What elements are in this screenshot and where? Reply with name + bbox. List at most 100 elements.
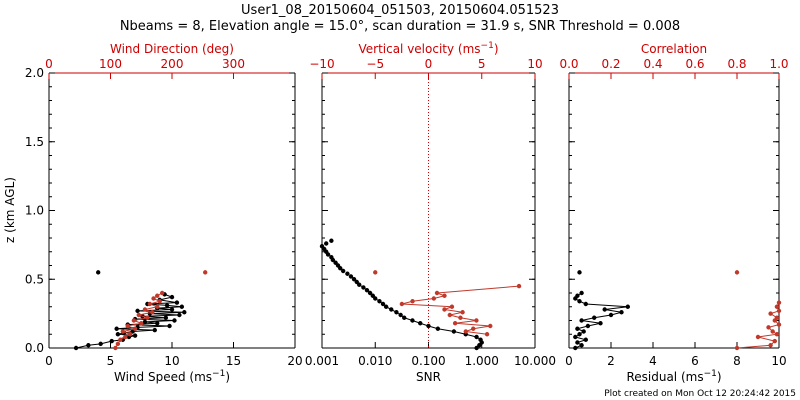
series-line-vertical-velocity: [401, 285, 520, 335]
point-correlation: [755, 334, 761, 340]
point-snr: [345, 271, 350, 276]
point-vertical-velocity: [442, 293, 447, 298]
top-tick-label: 300: [222, 57, 245, 71]
point-wind-direction: [150, 310, 155, 315]
point-wind-direction: [157, 299, 162, 304]
x-tick-label: 5: [107, 354, 115, 368]
series-line-snr: [356, 281, 483, 349]
x-tick-label: 10.000: [514, 354, 556, 368]
top-tick-label: −10: [309, 57, 334, 71]
point-snr: [380, 301, 386, 307]
point-snr: [435, 326, 441, 331]
point-wind-speed: [163, 315, 169, 320]
point-snr: [361, 285, 366, 290]
point-snr: [474, 345, 479, 351]
point-snr: [394, 310, 399, 315]
point-snr: [333, 260, 338, 265]
point-snr: [367, 290, 373, 296]
y-axis-label: z (km AGL): [3, 177, 17, 243]
point-residual: [585, 323, 591, 329]
point-snr: [348, 274, 354, 279]
top-tick-label: 0: [425, 57, 433, 71]
x-tick-label: 4: [649, 354, 657, 368]
top-tick-label: 10: [527, 57, 542, 71]
x-axis-label: Residual (ms−1): [626, 369, 721, 384]
point-snr: [418, 321, 423, 326]
point-wind-direction: [147, 301, 153, 307]
top-tick-label: 0: [45, 57, 53, 71]
x-tick-label: 0.010: [358, 354, 392, 368]
point-snr: [451, 329, 457, 334]
point-correlation: [768, 343, 773, 348]
point-wind-speed: [169, 307, 175, 312]
point-residual: [579, 290, 584, 296]
point-vertical-velocity: [399, 301, 405, 307]
point-wind-direction: [145, 315, 150, 320]
point-residual: [608, 312, 614, 318]
point-wind-direction: [203, 270, 208, 275]
point-vertical-velocity: [449, 304, 455, 309]
point-snr: [370, 293, 376, 298]
point-wind-speed: [169, 294, 175, 300]
point-vertical-velocity: [460, 310, 465, 315]
point-wind-direction: [127, 332, 133, 337]
point-vertical-velocity: [484, 332, 490, 337]
panel-snr: 0.001 0.010 0.100 1.000 10.000 SNR −10 −5 0 5 10 Ve…: [305, 41, 556, 384]
point-wind-direction: [155, 293, 160, 298]
x-tick-label: 15: [226, 354, 241, 368]
top-axis-label: Correlation: [641, 42, 707, 56]
point-residual: [575, 326, 580, 331]
point-wind-direction: [155, 304, 160, 309]
point-wind-speed: [135, 308, 140, 314]
plot-created-note: Plot created on Mon Oct 12 20:24:42 2015: [604, 389, 796, 399]
point-wind-direction: [142, 307, 148, 312]
point-wind-speed: [155, 321, 160, 326]
point-residual: [575, 293, 580, 298]
point-correlation: [766, 325, 771, 330]
panel-residual: 0 2 4 6 8 10 Residual (ms−1) 0.0 0.2 0.4 0.6 0.8 1.0…: [559, 42, 788, 384]
point-wind-direction: [136, 312, 141, 318]
point-vertical-velocity: [516, 283, 522, 289]
point-correlation: [772, 338, 777, 344]
point-residual: [583, 301, 588, 307]
point-residual: [602, 307, 607, 312]
y-tick-label: 0.5: [25, 272, 44, 286]
point-snr: [398, 312, 403, 318]
point-correlation: [774, 332, 780, 337]
point-vertical-velocity: [434, 290, 440, 296]
point-residual: [577, 270, 582, 275]
point-vertical-velocity: [447, 312, 452, 318]
top-tick-label: 0.8: [727, 57, 746, 71]
point-residual: [625, 304, 630, 309]
point-wind-speed: [172, 318, 177, 323]
point-snr: [478, 337, 483, 342]
x-tick-label: 2: [607, 354, 615, 368]
point-correlation: [774, 304, 780, 309]
point-wind-direction: [120, 329, 126, 334]
top-tick-label: 0.2: [601, 57, 620, 71]
point-correlation: [768, 311, 773, 316]
point-correlation: [770, 329, 775, 334]
x-tick-label: 20: [287, 354, 302, 368]
point-snr: [351, 277, 357, 282]
top-tick-label: 1.0: [769, 57, 788, 71]
point-residual: [579, 318, 584, 323]
x-tick-label: 1.000: [465, 354, 499, 368]
series-line-wind-speed: [75, 293, 185, 349]
point-residual: [598, 321, 603, 326]
point-wind-direction: [139, 321, 144, 326]
point-residual: [577, 299, 582, 304]
point-residual: [573, 345, 578, 351]
point-correlation: [776, 322, 782, 327]
x-tick-label: 10: [771, 354, 786, 368]
top-tick-label: 200: [161, 57, 184, 71]
y-tick-label: 1.0: [25, 204, 44, 218]
point-wind-direction: [151, 296, 156, 301]
point-vertical-velocity: [474, 318, 479, 323]
point-wind-speed: [142, 319, 148, 325]
point-snr: [319, 244, 325, 249]
point-wind-speed: [115, 332, 121, 337]
point-wind-direction: [123, 334, 128, 340]
